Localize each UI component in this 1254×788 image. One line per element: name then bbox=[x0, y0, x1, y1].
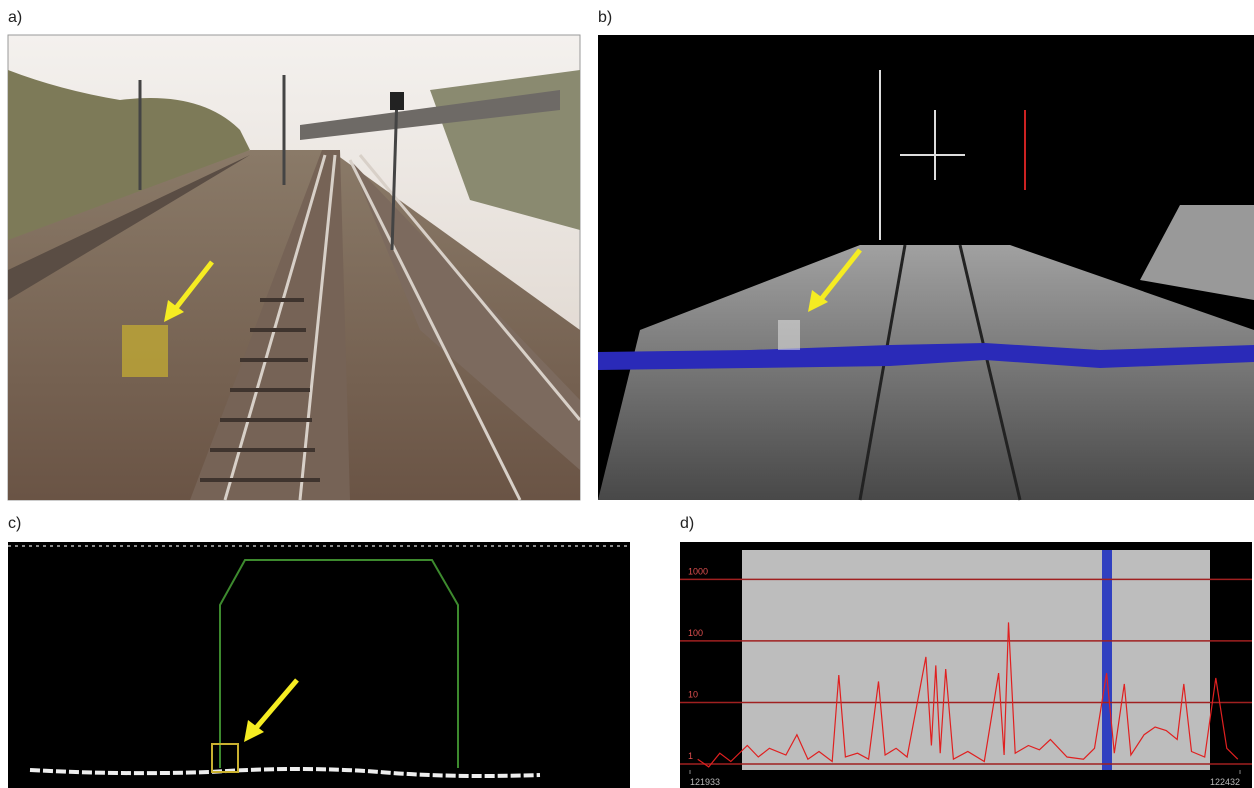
x-tick-label: 122432 bbox=[1210, 777, 1240, 787]
y-tick-label: 1 bbox=[688, 751, 693, 761]
panel-label: d) bbox=[680, 515, 694, 532]
y-tick-label: 10 bbox=[688, 689, 698, 699]
y-tick-label: 100 bbox=[688, 628, 703, 638]
y-tick-label: 1000 bbox=[688, 566, 708, 576]
cross-section bbox=[8, 542, 630, 788]
photo bbox=[8, 35, 580, 500]
panel-label: c) bbox=[8, 515, 21, 532]
point-cloud bbox=[598, 35, 1254, 500]
panel-label: a) bbox=[8, 9, 22, 26]
page: a) b) c) d) bbox=[0, 0, 1254, 788]
x-tick-label: 121933 bbox=[690, 777, 720, 787]
panel-label: b) bbox=[598, 9, 612, 26]
figure: a) b) c) d) bbox=[0, 0, 1254, 788]
